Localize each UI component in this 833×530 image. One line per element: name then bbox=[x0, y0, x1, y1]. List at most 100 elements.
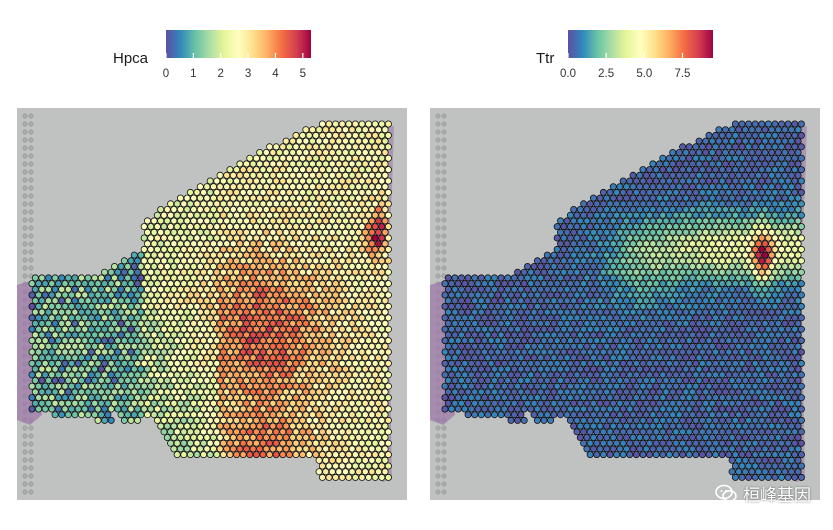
spot bbox=[51, 365, 59, 373]
spot bbox=[632, 348, 640, 356]
spot bbox=[771, 371, 779, 379]
spot bbox=[731, 291, 739, 299]
spot bbox=[209, 297, 217, 305]
spot bbox=[252, 428, 260, 436]
spot bbox=[735, 388, 743, 396]
spot bbox=[778, 177, 786, 185]
spot bbox=[239, 382, 247, 390]
spot bbox=[689, 365, 697, 373]
spot bbox=[741, 433, 749, 441]
spot bbox=[755, 160, 763, 168]
spot bbox=[619, 405, 627, 413]
spot bbox=[302, 217, 310, 225]
spot bbox=[593, 245, 601, 253]
spot bbox=[735, 148, 743, 156]
spot bbox=[127, 359, 135, 367]
spot bbox=[708, 399, 716, 407]
spot bbox=[586, 405, 594, 413]
spot bbox=[312, 177, 320, 185]
spot bbox=[788, 308, 796, 316]
spot bbox=[160, 405, 168, 413]
spot bbox=[778, 166, 786, 174]
spot bbox=[609, 205, 617, 213]
spot bbox=[689, 376, 697, 384]
spot bbox=[120, 394, 128, 402]
spot bbox=[249, 365, 257, 373]
spot bbox=[312, 257, 320, 265]
spot bbox=[692, 143, 700, 151]
spot bbox=[745, 416, 753, 424]
spot bbox=[282, 388, 290, 396]
spot bbox=[365, 291, 373, 299]
spot bbox=[28, 291, 36, 299]
spot bbox=[781, 183, 789, 191]
spot bbox=[464, 411, 472, 419]
spot bbox=[91, 285, 99, 293]
fiducial-dot bbox=[28, 257, 34, 263]
spot bbox=[213, 337, 221, 345]
spot bbox=[216, 297, 224, 305]
spot bbox=[374, 376, 382, 384]
spot bbox=[784, 234, 792, 242]
spot bbox=[563, 331, 571, 339]
spot bbox=[74, 314, 82, 322]
fiducial-dot bbox=[435, 273, 441, 279]
spot bbox=[242, 160, 250, 168]
spot bbox=[256, 388, 264, 396]
spot bbox=[229, 422, 237, 430]
spot bbox=[325, 211, 333, 219]
spot bbox=[675, 433, 683, 441]
spot bbox=[233, 234, 241, 242]
spot bbox=[771, 120, 779, 128]
spot bbox=[143, 228, 151, 236]
spot bbox=[104, 285, 112, 293]
spot bbox=[318, 439, 326, 447]
spot bbox=[289, 160, 297, 168]
spot bbox=[695, 194, 703, 202]
spot bbox=[279, 200, 287, 208]
spot bbox=[262, 308, 270, 316]
spot bbox=[236, 274, 244, 282]
spot bbox=[206, 314, 214, 322]
spot bbox=[147, 268, 155, 276]
spot bbox=[384, 143, 392, 151]
spot bbox=[292, 325, 300, 333]
spot bbox=[160, 223, 168, 231]
spot bbox=[646, 382, 654, 390]
spot bbox=[371, 394, 379, 402]
spot bbox=[692, 314, 700, 322]
spot bbox=[583, 354, 591, 362]
spot bbox=[745, 268, 753, 276]
spot bbox=[576, 297, 584, 305]
spot bbox=[318, 257, 326, 265]
spot bbox=[45, 308, 53, 316]
spot bbox=[689, 160, 697, 168]
spot bbox=[722, 285, 730, 293]
spot bbox=[176, 422, 184, 430]
spot bbox=[580, 291, 588, 299]
spot bbox=[599, 405, 607, 413]
spot bbox=[58, 274, 66, 282]
spot bbox=[45, 399, 53, 407]
spot bbox=[712, 428, 720, 436]
spot bbox=[216, 365, 224, 373]
spot bbox=[586, 337, 594, 345]
spot bbox=[573, 291, 581, 299]
spot bbox=[266, 245, 274, 253]
spot bbox=[170, 251, 178, 259]
spot bbox=[596, 251, 604, 259]
spot bbox=[325, 439, 333, 447]
spot bbox=[722, 126, 730, 134]
spot bbox=[140, 394, 148, 402]
spot bbox=[464, 354, 472, 362]
spot bbox=[193, 291, 201, 299]
spot bbox=[524, 319, 532, 327]
spot bbox=[140, 382, 148, 390]
spot bbox=[616, 183, 624, 191]
spot bbox=[249, 194, 257, 202]
spot bbox=[441, 359, 449, 367]
spot bbox=[708, 297, 716, 305]
spot bbox=[484, 285, 492, 293]
spot bbox=[338, 143, 346, 151]
spot bbox=[675, 205, 683, 213]
